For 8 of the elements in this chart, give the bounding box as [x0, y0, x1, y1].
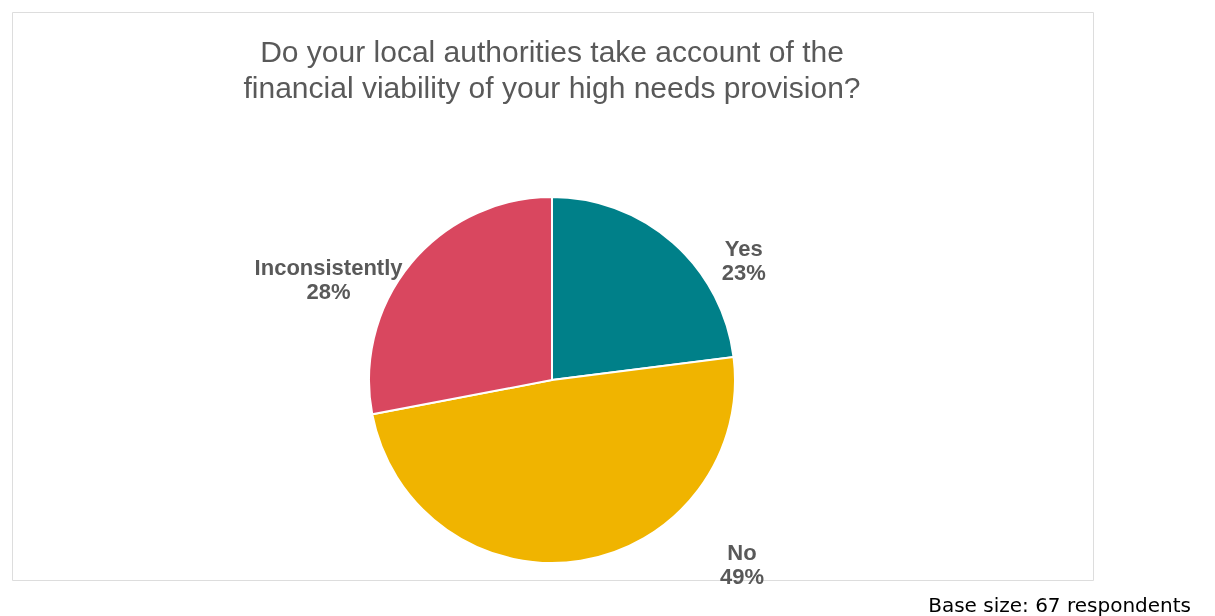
data-label: 28% [306, 279, 351, 305]
chart-title: Do your local authorities take account of the financial viability of your high needs provision? [243, 35, 861, 104]
slice-label: Inconsistently [254, 255, 404, 281]
slice-label: No [727, 539, 757, 565]
text: Base size: 67 respondents [928, 593, 1191, 616]
slice-label: Yes [724, 235, 763, 261]
data-label: 49% [719, 563, 765, 589]
data-label: 23% [721, 259, 766, 285]
